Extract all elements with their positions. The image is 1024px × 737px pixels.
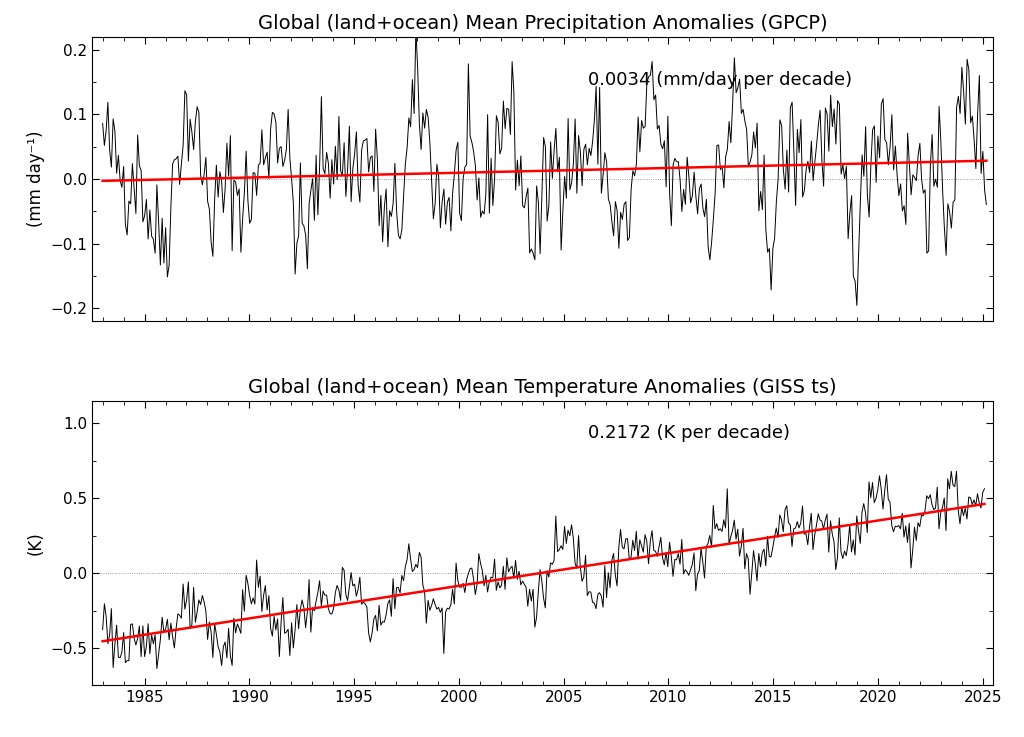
Title: Global (land+ocean) Mean Precipitation Anomalies (GPCP): Global (land+ocean) Mean Precipitation A… — [258, 13, 827, 32]
Y-axis label: (K): (K) — [27, 531, 45, 555]
Title: Global (land+ocean) Mean Temperature Anomalies (GISS ts): Global (land+ocean) Mean Temperature Ano… — [249, 377, 837, 397]
Text: 0.0034 (mm/day per decade): 0.0034 (mm/day per decade) — [588, 71, 852, 89]
Y-axis label: (mm day⁻¹): (mm day⁻¹) — [27, 131, 45, 227]
Text: 0.2172 (K per decade): 0.2172 (K per decade) — [588, 424, 790, 441]
